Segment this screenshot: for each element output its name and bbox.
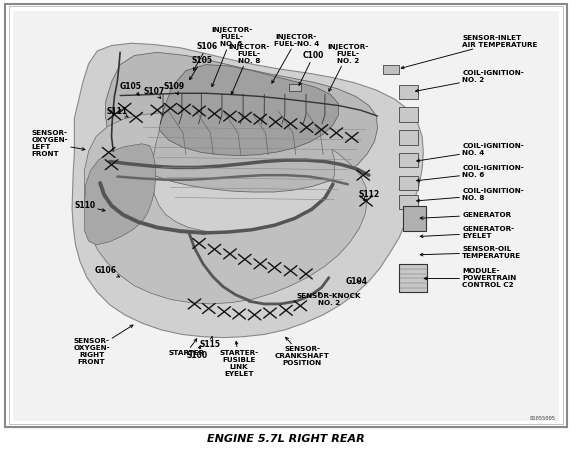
Text: S109: S109: [164, 82, 185, 95]
Text: STARTER: STARTER: [168, 339, 205, 356]
Polygon shape: [159, 65, 339, 156]
Text: S106: S106: [193, 42, 217, 71]
Polygon shape: [85, 144, 156, 245]
Bar: [399, 195, 418, 209]
Polygon shape: [85, 113, 367, 304]
Polygon shape: [72, 43, 423, 338]
Bar: [399, 107, 418, 122]
Text: COIL-IGNITION-
NO. 4: COIL-IGNITION- NO. 4: [417, 143, 524, 162]
Text: MODULE-
POWERTRAIN
CONTROL C2: MODULE- POWERTRAIN CONTROL C2: [424, 268, 517, 288]
Polygon shape: [105, 52, 378, 192]
Text: S111: S111: [107, 107, 129, 117]
Text: S115: S115: [200, 337, 221, 349]
Text: 81055005: 81055005: [530, 416, 556, 421]
Text: GENERATOR-
EYELET: GENERATOR- EYELET: [420, 227, 514, 239]
Text: COIL-IGNITION-
NO. 2: COIL-IGNITION- NO. 2: [416, 70, 524, 92]
Text: SENSOR-OIL
TEMPERATURE: SENSOR-OIL TEMPERATURE: [420, 246, 521, 259]
Text: ENGINE 5.7L RIGHT REAR: ENGINE 5.7L RIGHT REAR: [207, 434, 365, 444]
Text: SENSOR-
OXYGEN-
LEFT
FRONT: SENSOR- OXYGEN- LEFT FRONT: [31, 130, 85, 157]
Text: COIL-IGNITION-
NO. 6: COIL-IGNITION- NO. 6: [417, 166, 524, 182]
Text: S112: S112: [359, 190, 379, 200]
Text: INJECTOR-
FUEL-NO. 4: INJECTOR- FUEL-NO. 4: [272, 34, 319, 83]
Text: COIL-IGNITION-
NO. 8: COIL-IGNITION- NO. 8: [417, 188, 524, 202]
Text: SENSOR-KNOCK
NO. 2: SENSOR-KNOCK NO. 2: [297, 293, 361, 306]
Text: G106: G106: [95, 266, 120, 277]
Text: G104: G104: [346, 277, 368, 286]
Bar: [399, 130, 418, 145]
Text: INJECTOR-
FUEL-
NO. 2: INJECTOR- FUEL- NO. 2: [327, 44, 368, 91]
Bar: [399, 153, 418, 167]
Bar: [399, 264, 427, 292]
Bar: [399, 85, 418, 99]
Text: SENSOR-
OXYGEN-
RIGHT
FRONT: SENSOR- OXYGEN- RIGHT FRONT: [73, 325, 133, 365]
Text: S107: S107: [144, 86, 165, 98]
Text: G105: G105: [120, 82, 141, 95]
Text: GENERATOR: GENERATOR: [420, 212, 511, 219]
Text: SENSOR-
CRANKSHAFT
POSITION: SENSOR- CRANKSHAFT POSITION: [275, 337, 329, 366]
Text: INJECTOR-
FUEL-
NO. 8: INJECTOR- FUEL- NO. 8: [228, 44, 269, 94]
Text: C100: C100: [299, 51, 324, 86]
Bar: [403, 206, 426, 231]
Bar: [399, 176, 418, 190]
Text: STARTER-
FUSIBLE
LINK
EYELET: STARTER- FUSIBLE LINK EYELET: [220, 341, 259, 377]
Text: S110: S110: [74, 201, 105, 212]
Text: S100: S100: [187, 346, 208, 360]
Text: SENSOR-INLET
AIR TEMPERATURE: SENSOR-INLET AIR TEMPERATURE: [401, 35, 538, 69]
Text: S105: S105: [190, 56, 212, 80]
Bar: [289, 84, 301, 91]
Bar: [383, 65, 399, 74]
Text: INJECTOR-
FUEL-
NO. 6: INJECTOR- FUEL- NO. 6: [211, 27, 252, 86]
